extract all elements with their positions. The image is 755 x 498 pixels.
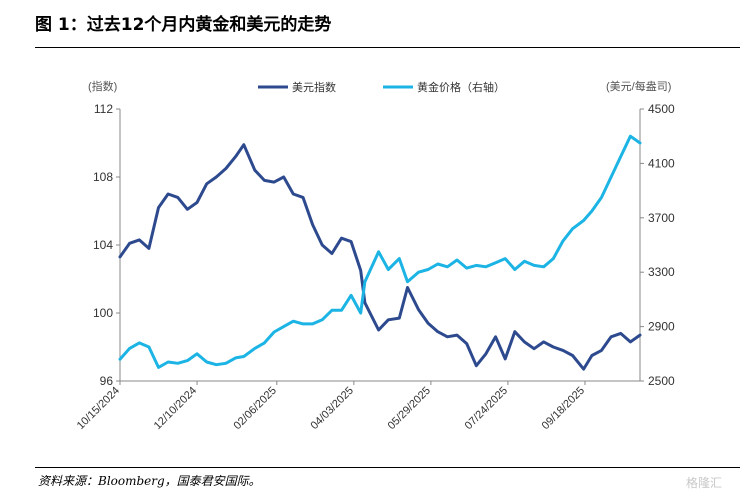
usd-index-line: [118, 143, 642, 371]
right-tick-label: 4500: [648, 102, 675, 116]
legend-label-gold: 黄金价格（右轴）: [417, 80, 505, 94]
left-tick-labels: 96 100 104 108 112: [93, 102, 120, 388]
right-tick-label: 3700: [648, 211, 675, 225]
legend-label-usd: 美元指数: [292, 80, 336, 94]
left-tick-label: 104: [93, 238, 113, 252]
title-rule: [35, 47, 740, 48]
x-tick-label: 12/10/2024: [152, 385, 199, 432]
x-tick-label: 02/06/2025: [232, 385, 279, 432]
right-tick-label: 4100: [648, 156, 675, 170]
legend: 美元指数 黄金价格（右轴）: [258, 80, 505, 94]
left-tick-label: 112: [94, 102, 113, 116]
x-tick-label: 07/24/2025: [463, 385, 510, 432]
x-tick-label: 09/18/2025: [540, 385, 587, 432]
right-axis-unit: (美元/每盎司): [606, 79, 671, 93]
x-tick-label: 04/03/2025: [309, 385, 356, 432]
chart-title: 图 1：过去12个月内黄金和美元的走势: [35, 15, 332, 35]
gold-price-line: [118, 134, 642, 369]
x-tick-label: 05/29/2025: [386, 385, 433, 432]
right-tick-label: 2500: [648, 374, 675, 388]
x-tick-labels: 10/15/2024 12/10/2024 02/06/2025 04/03/2025…: [75, 381, 587, 432]
source-note: 资料来源：Bloomberg，国泰君安国际。: [38, 474, 261, 488]
left-axis-unit: (指数): [88, 79, 117, 93]
right-tick-label: 3300: [648, 265, 675, 279]
watermark: 格隆汇: [686, 476, 723, 490]
right-tick-labels: 2500 2900 3300 3700 4100 4500: [640, 102, 675, 388]
left-tick-label: 108: [93, 170, 113, 184]
left-tick-label: 96: [100, 374, 114, 388]
source-rule: [35, 467, 740, 468]
plot-area: [118, 134, 642, 371]
left-tick-label: 100: [93, 306, 113, 320]
right-tick-label: 2900: [648, 320, 675, 334]
x-tick-label: 10/15/2024: [75, 385, 122, 432]
